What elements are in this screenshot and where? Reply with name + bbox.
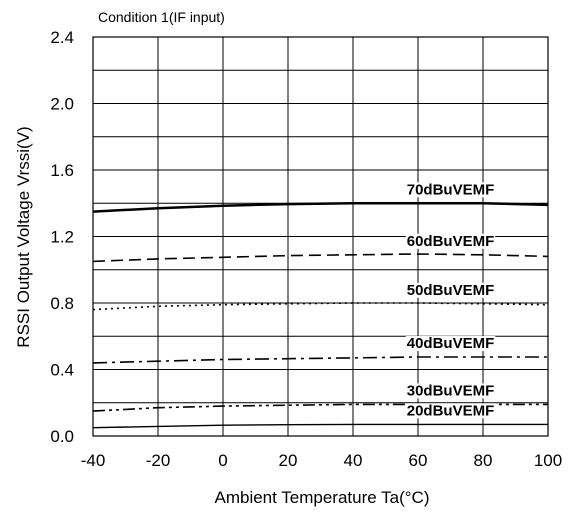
series-label-text: 50dBuVEMF (407, 282, 495, 299)
y-tick-label: 0.8 (50, 294, 74, 313)
series-label-70dbuvemf: 70dBuVEMF (406, 181, 496, 198)
x-tick-label: 80 (474, 451, 493, 470)
series-label-text: 70dBuVEMF (407, 181, 495, 198)
x-tick-label: 100 (534, 451, 562, 470)
series-line-60dbuvemf (93, 254, 548, 261)
y-tick-label: 1.6 (50, 161, 74, 180)
series-label-text: 40dBuVEMF (407, 335, 495, 352)
y-axis-label: RSSI Output Voltage Vrssi(V) (14, 126, 33, 347)
series-label-text: 30dBuVEMF (407, 382, 495, 399)
x-tick-label: -20 (146, 451, 171, 470)
y-tick-label: 2.0 (50, 95, 74, 114)
series-label-20dbuvemf: 20dBuVEMF (406, 402, 496, 419)
series-line-50dbuvemf (93, 303, 548, 310)
series-label-text: 60dBuVEMF (407, 233, 495, 250)
series-label-30dbuvemf: 30dBuVEMF (406, 382, 496, 399)
x-axis-label: Ambient Temperature Ta(°C) (215, 488, 430, 507)
x-tick-label: 40 (344, 451, 363, 470)
condition-annotation: Condition 1(IF input) (98, 9, 225, 25)
series-line-20dbuvemf (93, 424, 548, 427)
series-labels: 70dBuVEMF 60dBuVEMF 50dBuVEMF 40dBuVEMF 30dB… (406, 181, 496, 419)
x-tick-label: 20 (279, 451, 298, 470)
y-tick-label: 2.4 (50, 28, 74, 47)
series-label-60dbuvemf: 60dBuVEMF (406, 233, 496, 250)
series-label-40dbuvemf: 40dBuVEMF (406, 335, 496, 352)
series-line-40dbuvemf (93, 357, 548, 363)
y-tick-label: 1.2 (50, 228, 74, 247)
x-tick-label: -40 (81, 451, 106, 470)
series-label-text: 20dBuVEMF (407, 402, 495, 419)
series-label-50dbuvemf: 50dBuVEMF (406, 282, 496, 299)
y-tick-label: 0.4 (50, 361, 74, 380)
series-line-70dbuvemf (93, 203, 548, 211)
y-tick-label: 0.0 (50, 427, 74, 446)
x-tick-label: 60 (409, 451, 428, 470)
x-tick-label: 0 (218, 451, 227, 470)
